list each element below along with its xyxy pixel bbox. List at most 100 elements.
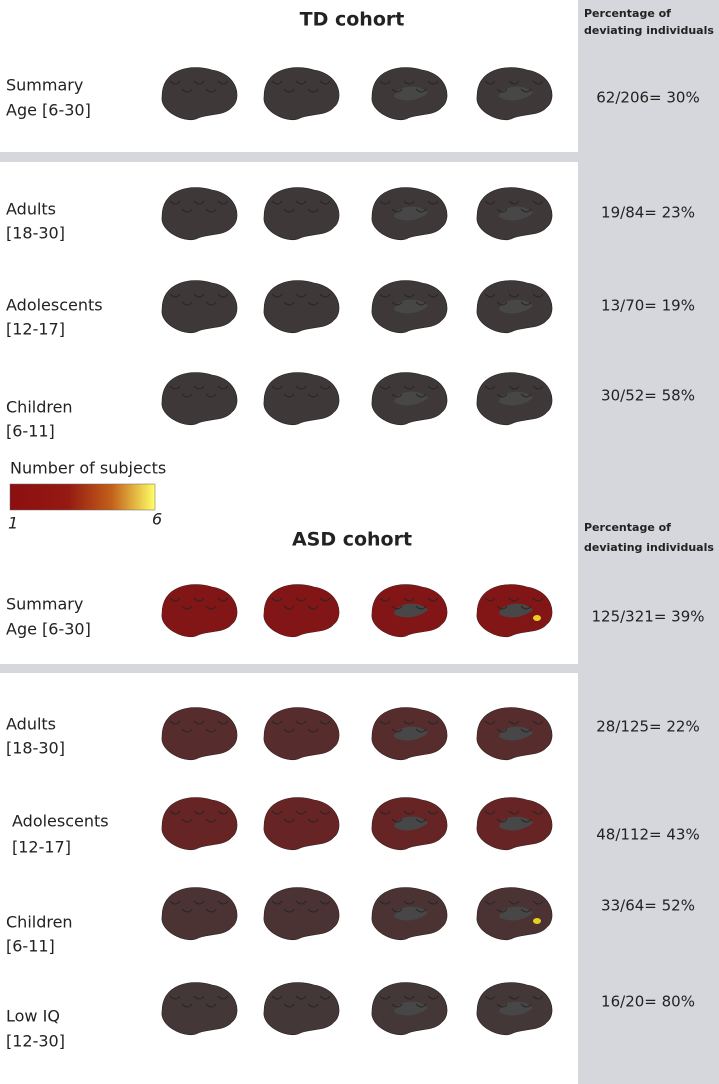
sulcus [307,605,319,610]
colorbar [9,483,156,511]
sulcus [271,597,283,602]
sulcus [508,293,520,298]
sulcus [205,1003,217,1008]
sulcus [391,88,403,93]
brain-overlay [263,67,340,120]
sulcus [520,301,532,306]
sulcus [415,605,427,610]
sulcus [532,597,544,602]
sulcus [403,293,415,298]
sulcus [391,728,403,733]
sulcus [520,908,532,913]
sulcus [508,385,520,390]
sulcus [283,605,295,610]
sulcus [295,995,307,1000]
sulcus [391,1003,403,1008]
sulcus [217,200,229,205]
sulcus [520,605,532,610]
brain [263,67,340,121]
row-label: [12-30] [6,1032,65,1051]
row-label: Adults [6,200,56,219]
sulcus [532,80,544,85]
sulcus [379,995,391,1000]
sulcus [532,995,544,1000]
sulcus [496,208,508,213]
sulcus [283,728,295,733]
sulcus [391,393,403,398]
sulcus [427,995,439,1000]
sulcus [319,995,331,1000]
row-value: 13/70= 19% [601,297,695,315]
sulcus [427,720,439,725]
sulcus [271,385,283,390]
sulcus [484,597,496,602]
brain-overlay [263,280,340,333]
row-value: 19/84= 23% [601,204,695,222]
sulcus [295,80,307,85]
sulcus [496,88,508,93]
sulcus [181,605,193,610]
sulcus [205,605,217,610]
sulcus [415,1003,427,1008]
sulcus [532,385,544,390]
brain-medial [499,391,533,406]
sulcus [403,995,415,1000]
sulcus [520,393,532,398]
sulcus [496,908,508,913]
sulcus [520,818,532,823]
sulcus [307,728,319,733]
sulcus [496,728,508,733]
sulcus [205,88,217,93]
brain-overlay [161,887,238,940]
sulcus [379,900,391,905]
brain-overlay [161,707,238,760]
brain [161,887,238,941]
sulcus [217,900,229,905]
sulcus [205,908,217,913]
brain [161,707,238,761]
panels: TD cohort Percentage of deviating individu… [6,7,714,1051]
sulcus [403,200,415,205]
sulcus [319,597,331,602]
sulcus [379,385,391,390]
sulcus [181,393,193,398]
sulcus [181,908,193,913]
sulcus [520,728,532,733]
brain-overlay [263,372,340,425]
sulcus [169,200,181,205]
row-value: 16/20= 80% [601,993,695,1011]
brain [263,982,340,1036]
sulcus [205,208,217,213]
sulcus [391,818,403,823]
row-value: 30/52= 58% [601,387,695,405]
separator [0,664,578,673]
sulcus [484,200,496,205]
sulcus [307,818,319,823]
sulcus [319,385,331,390]
sulcus [295,200,307,205]
sulcus [169,995,181,1000]
row-label: [12-17] [6,320,65,339]
row-label: Children [6,913,73,932]
value-column [578,0,719,1084]
brain [263,372,340,426]
sulcus [427,200,439,205]
brain-medial [394,391,428,406]
sulcus [193,597,205,602]
sulcus [427,810,439,815]
sulcus [307,208,319,213]
row-value: 33/64= 52% [601,897,695,915]
brain-medial [394,906,428,921]
sulcus [415,728,427,733]
sulcus [295,720,307,725]
sulcus [283,393,295,398]
brain [263,280,340,334]
column-header: deviating individuals [584,541,714,554]
sulcus [169,80,181,85]
sulcus [169,597,181,602]
sulcus [415,208,427,213]
sulcus [391,208,403,213]
sulcus [415,908,427,913]
sulcus [169,385,181,390]
brain-overlay [263,187,340,240]
